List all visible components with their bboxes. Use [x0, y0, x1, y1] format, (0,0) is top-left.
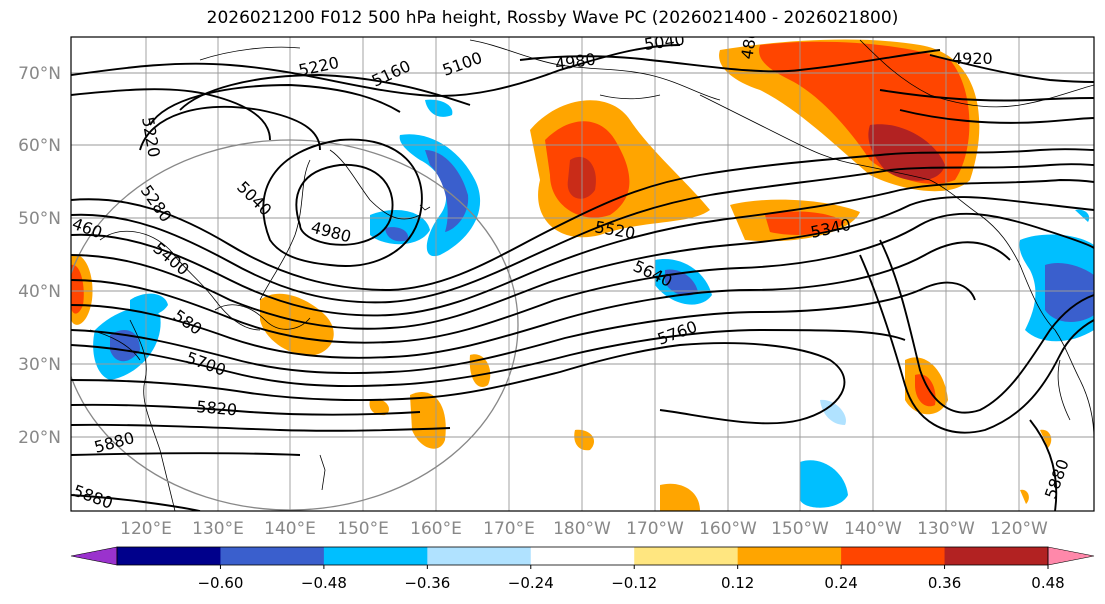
colorbar-segment — [427, 547, 532, 565]
longitude-labels: 120°E 130°E 140°E 150°E 160°E 170°E 180°… — [120, 519, 1048, 539]
map-content: 5220 5160 5100 4980 5040 4920 5220 5040 … — [71, 27, 1094, 511]
colorbar-tick-label: 0.24 — [824, 574, 857, 592]
lon-label: 150°W — [771, 519, 829, 539]
colorbar: −0.60 −0.48 −0.36 −0.24 −0.12 0.12 0.24 0.36 0.4… — [70, 546, 1095, 592]
lon-label: 120°E — [120, 519, 172, 539]
colorbar-segment — [117, 547, 221, 565]
colorbar-segment — [634, 547, 739, 565]
latitude-labels: 70°N 60°N 50°N 40°N 30°N 20°N — [18, 64, 61, 448]
lon-label: 120°W — [990, 519, 1048, 539]
lon-label: 140°W — [844, 519, 902, 539]
lat-label: 60°N — [18, 136, 61, 156]
range-circle — [71, 139, 519, 511]
colorbar-tick-label: −0.24 — [508, 574, 554, 592]
positive-anomaly-shading — [71, 39, 1052, 511]
colorbar-segment — [220, 547, 325, 565]
colorbar-extend-min — [70, 546, 118, 566]
contour-label: 5820 — [196, 397, 238, 419]
lat-label: 30°N — [18, 355, 61, 375]
colorbar-frame — [116, 546, 1049, 566]
colorbar-segment — [323, 547, 428, 565]
lon-label: 130°W — [917, 519, 975, 539]
colorbar-tick-label: −0.36 — [404, 574, 450, 592]
lat-label: 40°N — [18, 282, 61, 302]
contour-label: 486 — [737, 27, 761, 60]
lon-label: 170°W — [626, 519, 684, 539]
lon-label: 180°W — [553, 519, 611, 539]
lon-label: 160°W — [699, 519, 757, 539]
colorbar-segment — [737, 547, 842, 565]
contour-label: 4920 — [952, 49, 993, 68]
colorbar-tick-label: −0.60 — [197, 574, 243, 592]
lat-label: 20°N — [18, 428, 61, 448]
colorbar-tick-label: −0.48 — [301, 574, 347, 592]
colorbar-segment — [944, 547, 1049, 565]
colorbar-tick-label: −0.12 — [611, 574, 657, 592]
colorbar-segment — [841, 547, 946, 565]
colorbar-tick-label: 0.36 — [928, 574, 961, 592]
map-title: 2026021200 F012 500 hPa height, Rossby W… — [206, 8, 899, 28]
colorbar-tick-label: 0.48 — [1031, 574, 1064, 592]
colorbar-extend-max — [1047, 546, 1095, 566]
lon-label: 130°E — [192, 519, 244, 539]
map-frame — [70, 36, 1095, 512]
lon-label: 150°E — [337, 519, 389, 539]
gridlines — [71, 37, 1094, 511]
lat-label: 50°N — [18, 209, 61, 229]
colorbar-segment — [530, 547, 635, 565]
lat-label: 70°N — [18, 64, 61, 84]
contour-label: 5040 — [643, 29, 686, 53]
lon-label: 140°E — [264, 519, 316, 539]
height-contours — [71, 44, 1094, 511]
colorbar-tick-label: 0.12 — [721, 574, 754, 592]
lon-label: 170°E — [483, 519, 535, 539]
lon-label: 160°E — [410, 519, 462, 539]
